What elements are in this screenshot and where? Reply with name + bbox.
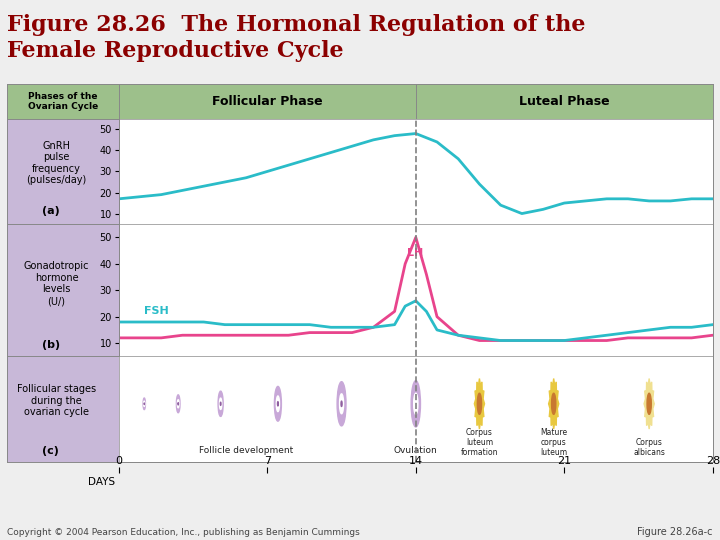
Text: FSH: FSH bbox=[144, 306, 169, 316]
Circle shape bbox=[552, 393, 556, 414]
Polygon shape bbox=[474, 379, 485, 429]
Polygon shape bbox=[549, 379, 559, 429]
Circle shape bbox=[177, 400, 179, 408]
Circle shape bbox=[276, 396, 279, 411]
Text: Corpus
luteum
formation: Corpus luteum formation bbox=[461, 428, 498, 457]
Circle shape bbox=[144, 401, 145, 407]
Circle shape bbox=[341, 401, 342, 407]
Text: Mature
corpus
luteum: Mature corpus luteum bbox=[540, 428, 567, 457]
Text: LH: LH bbox=[408, 248, 423, 258]
Text: GnRH
pulse
frequency
(pulses/day): GnRH pulse frequency (pulses/day) bbox=[27, 140, 86, 185]
Text: Figure 28.26  The Hormonal Regulation of the: Figure 28.26 The Hormonal Regulation of … bbox=[7, 14, 585, 36]
Circle shape bbox=[477, 393, 482, 414]
Circle shape bbox=[218, 391, 223, 416]
Circle shape bbox=[411, 381, 420, 427]
Text: Follicle development: Follicle development bbox=[199, 447, 293, 455]
Text: Follicular Phase: Follicular Phase bbox=[212, 94, 323, 108]
Circle shape bbox=[414, 393, 418, 414]
Circle shape bbox=[143, 398, 145, 409]
Circle shape bbox=[277, 402, 279, 406]
Text: Luteal Phase: Luteal Phase bbox=[519, 94, 610, 108]
Text: Corpus
albicans: Corpus albicans bbox=[633, 438, 665, 457]
Circle shape bbox=[220, 398, 222, 409]
Text: Ovulation: Ovulation bbox=[394, 447, 438, 455]
Text: Gonadotropic
hormone
levels
(U/): Gonadotropic hormone levels (U/) bbox=[24, 261, 89, 306]
Circle shape bbox=[176, 395, 180, 413]
Polygon shape bbox=[644, 379, 654, 429]
Text: Female Reproductive Cycle: Female Reproductive Cycle bbox=[7, 40, 344, 63]
Circle shape bbox=[274, 387, 282, 421]
Text: (b): (b) bbox=[42, 340, 60, 350]
Text: DAYS: DAYS bbox=[88, 477, 115, 487]
Text: Follicular stages
during the
ovarian cycle: Follicular stages during the ovarian cyc… bbox=[17, 384, 96, 417]
Text: Phases of the
Ovarian Cycle: Phases of the Ovarian Cycle bbox=[28, 92, 98, 111]
Circle shape bbox=[340, 394, 343, 414]
Text: Copyright © 2004 Pearson Education, Inc., publishing as Benjamin Cummings: Copyright © 2004 Pearson Education, Inc.… bbox=[7, 528, 360, 537]
Text: (a): (a) bbox=[42, 206, 60, 215]
Circle shape bbox=[337, 382, 346, 426]
Text: (c): (c) bbox=[42, 447, 59, 456]
Circle shape bbox=[647, 393, 652, 414]
Text: Figure 28.26a-c: Figure 28.26a-c bbox=[637, 527, 713, 537]
